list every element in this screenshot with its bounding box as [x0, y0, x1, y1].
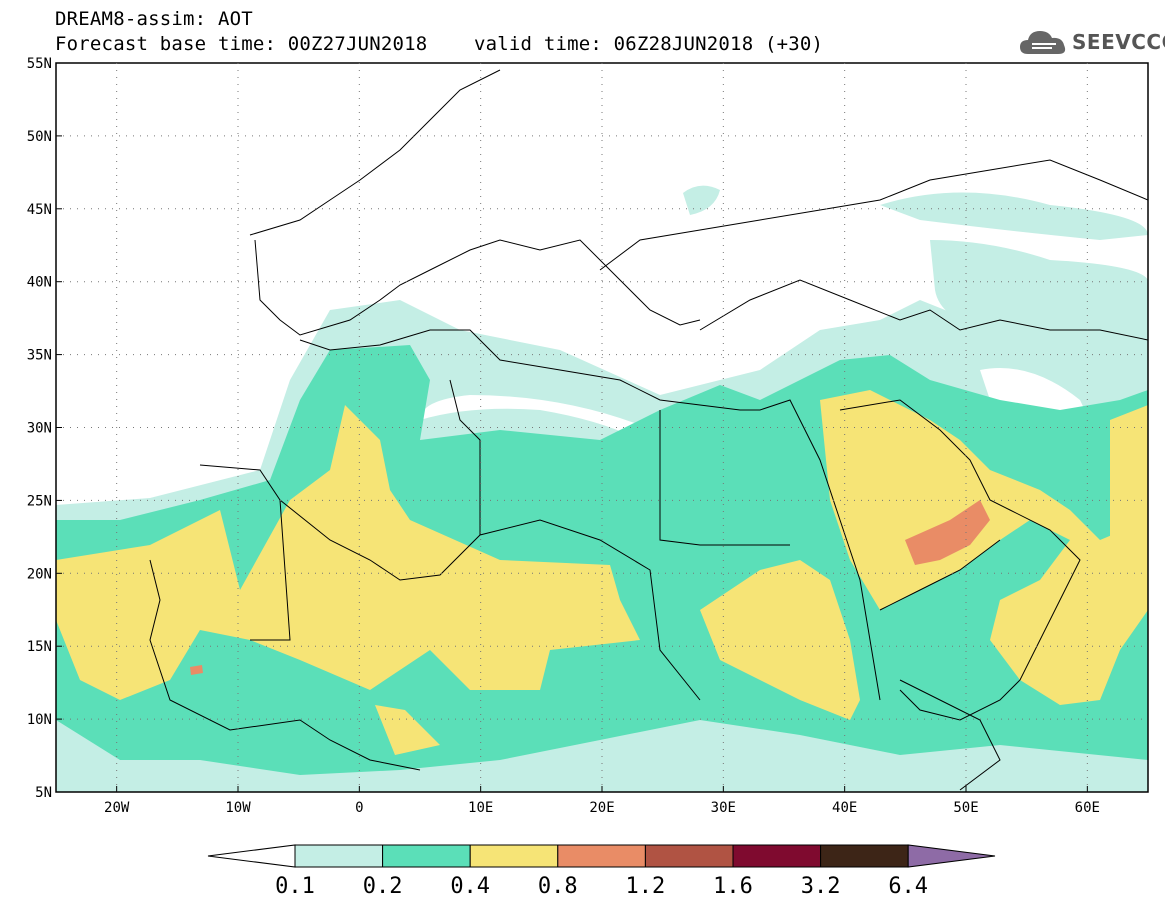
longitude-labels: 20W 10W 0 10E 20E 30E 40E 50E 60E	[104, 800, 1100, 816]
logo-text: SEEVCCC	[1072, 30, 1165, 54]
aot-contour-0.1	[880, 192, 1148, 240]
cloud-icon	[1020, 31, 1066, 54]
lat-label: 50N	[27, 129, 52, 145]
lon-label: 20W	[104, 800, 130, 816]
lon-label: 10E	[468, 800, 493, 816]
lon-label: 20E	[589, 800, 614, 816]
colorbar-swatch	[644, 844, 734, 868]
lat-label: 30N	[27, 421, 52, 437]
aot-contour-0.4	[375, 705, 440, 755]
aot-contour-0.8	[905, 500, 990, 565]
colorbar-label: 1.2	[626, 874, 666, 899]
latitude-labels: 55N 50N 45N 40N 35N 30N 25N 20N 15N 10N 5N	[27, 56, 52, 801]
colorbar-low-arrow	[207, 844, 296, 868]
aot-contour-0.4	[56, 405, 640, 700]
lat-label: 10N	[27, 712, 52, 728]
lon-label: 50E	[953, 800, 978, 816]
colorbar-label: 3.2	[801, 874, 841, 899]
colorbar-swatch	[382, 844, 471, 868]
lat-label: 35N	[27, 348, 52, 364]
product-title: DREAM8-assim: AOT	[55, 8, 253, 30]
colorbar-label: 6.4	[888, 874, 928, 899]
colorbar-label: 0.4	[450, 874, 490, 899]
colorbar-swatch	[820, 844, 909, 868]
lon-label: 60E	[1075, 800, 1100, 816]
lat-label: 55N	[27, 56, 52, 72]
aot-contour-0.4	[1110, 405, 1148, 560]
colorbar-swatch	[732, 844, 822, 868]
lon-label: 0	[355, 800, 363, 816]
colorbar-swatch	[557, 844, 646, 868]
colorbar-labels: 0.1 0.2 0.4 0.8 1.2 1.6 3.2 6.4	[275, 874, 928, 899]
colorbar-label: 0.1	[275, 874, 315, 899]
lon-label: 30E	[711, 800, 736, 816]
colorbar-swatch	[294, 844, 384, 868]
lat-label: 25N	[27, 493, 52, 509]
aot-contour-0.4	[820, 390, 1148, 705]
aot-gap	[420, 395, 640, 440]
lat-label: 5N	[35, 785, 52, 801]
lat-label: 20N	[27, 566, 52, 582]
lon-label: 10W	[225, 800, 251, 816]
country-borders	[149, 69, 1148, 791]
lat-label: 15N	[27, 639, 52, 655]
colorbar-swatch	[469, 844, 559, 868]
lat-label: 40N	[27, 275, 52, 291]
graticule	[56, 62, 1148, 793]
aot-contour-0.1	[930, 240, 1148, 330]
colorbar	[207, 844, 996, 868]
colorbar-label: 1.6	[713, 874, 753, 899]
forecast-time-info: Forecast base time: 00Z27JUN2018 valid t…	[55, 33, 824, 55]
colorbar-high-arrow	[907, 844, 996, 868]
colorbar-label: 0.2	[363, 874, 403, 899]
colorbar-label: 0.8	[538, 874, 578, 899]
seevccc-logo: SEEVCCC	[1018, 24, 1165, 58]
lat-label: 45N	[27, 202, 52, 218]
aot-contour-0.1	[683, 185, 720, 215]
aot-contour-0.4	[700, 560, 860, 720]
aot-contour-0.8	[190, 665, 203, 675]
lon-label: 40E	[832, 800, 857, 816]
